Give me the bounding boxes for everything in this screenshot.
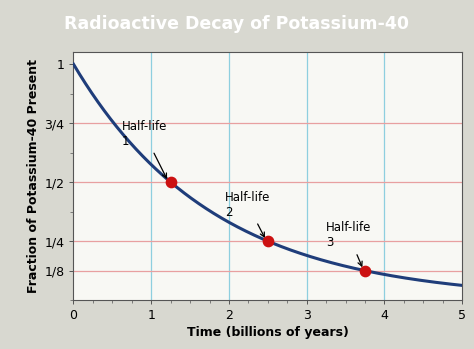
Y-axis label: Fraction of Potassium-40 Present: Fraction of Potassium-40 Present [27, 59, 40, 293]
Text: Half-life
2: Half-life 2 [225, 191, 271, 237]
Point [167, 179, 174, 185]
Text: Half-life
1: Half-life 1 [122, 120, 167, 178]
Text: Radioactive Decay of Potassium-40: Radioactive Decay of Potassium-40 [64, 15, 410, 32]
X-axis label: Time (billions of years): Time (billions of years) [187, 326, 349, 339]
Point [361, 268, 369, 273]
Point [264, 238, 272, 244]
Text: Half-life
3: Half-life 3 [326, 221, 372, 266]
